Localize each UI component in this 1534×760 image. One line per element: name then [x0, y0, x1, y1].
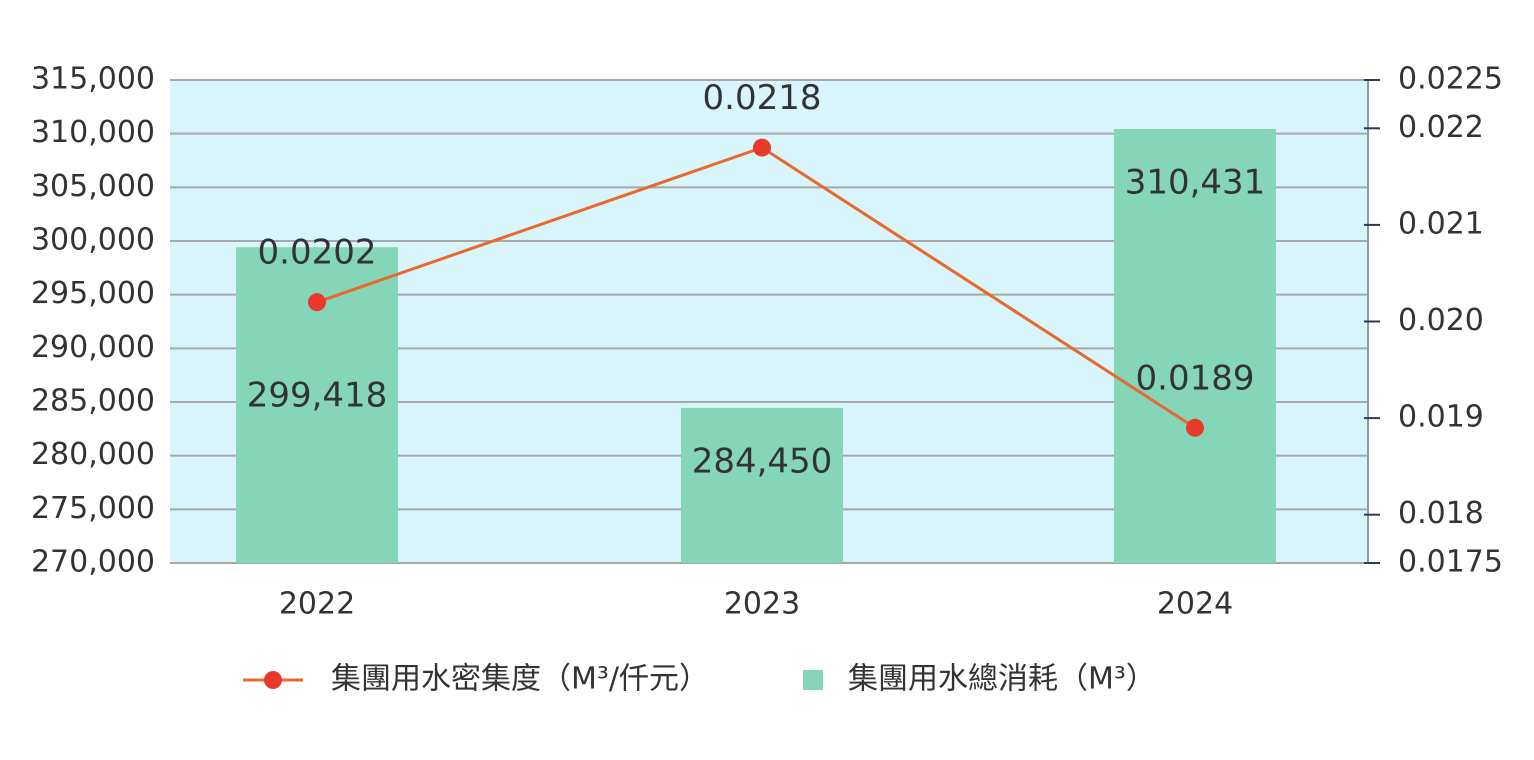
line-marker	[1186, 418, 1204, 437]
y2-tick-label: 0.022	[1398, 110, 1484, 145]
y2-tick-label: 0.019	[1398, 400, 1484, 435]
y2-tick-label: 0.021	[1398, 206, 1484, 241]
y-tick-label: 285,000	[31, 384, 155, 419]
y-tick-label: 295,000	[31, 276, 155, 311]
y-tick-label: 275,000	[31, 491, 155, 526]
y2-tick-label: 0.018	[1398, 496, 1484, 531]
legend-label: 集團用水密集度（M³/仟元）	[331, 662, 709, 697]
bar-value-label: 284,450	[692, 441, 833, 481]
y2-tick-label: 0.020	[1398, 303, 1484, 338]
bar	[1114, 129, 1276, 564]
y-tick-label: 280,000	[31, 437, 155, 472]
y-tick-label: 270,000	[31, 545, 155, 580]
line-value-label: 0.0218	[703, 78, 822, 118]
legend-marker	[264, 671, 282, 689]
x-tick-label: 2024	[1157, 587, 1233, 622]
bar-value-label: 299,418	[247, 376, 388, 416]
line-marker	[308, 293, 326, 312]
legend-label: 集團用水總消耗（M³）	[848, 662, 1156, 697]
bar-value-label: 310,431	[1125, 163, 1266, 203]
y-tick-label: 300,000	[31, 223, 155, 258]
line-value-label: 0.0189	[1136, 358, 1255, 398]
x-tick-label: 2023	[724, 587, 800, 622]
line-marker	[753, 138, 771, 157]
y-tick-label: 310,000	[31, 115, 155, 150]
bar	[681, 407, 843, 563]
y-tick-label: 315,000	[31, 62, 155, 97]
legend-swatch	[803, 670, 823, 690]
line-value-label: 0.0202	[258, 233, 377, 273]
y2-tick-label: 0.0175	[1398, 545, 1503, 580]
y-tick-label: 290,000	[31, 330, 155, 365]
y2-tick-label: 0.0225	[1398, 62, 1503, 97]
x-tick-label: 2022	[279, 587, 355, 622]
y-tick-label: 305,000	[31, 169, 155, 204]
